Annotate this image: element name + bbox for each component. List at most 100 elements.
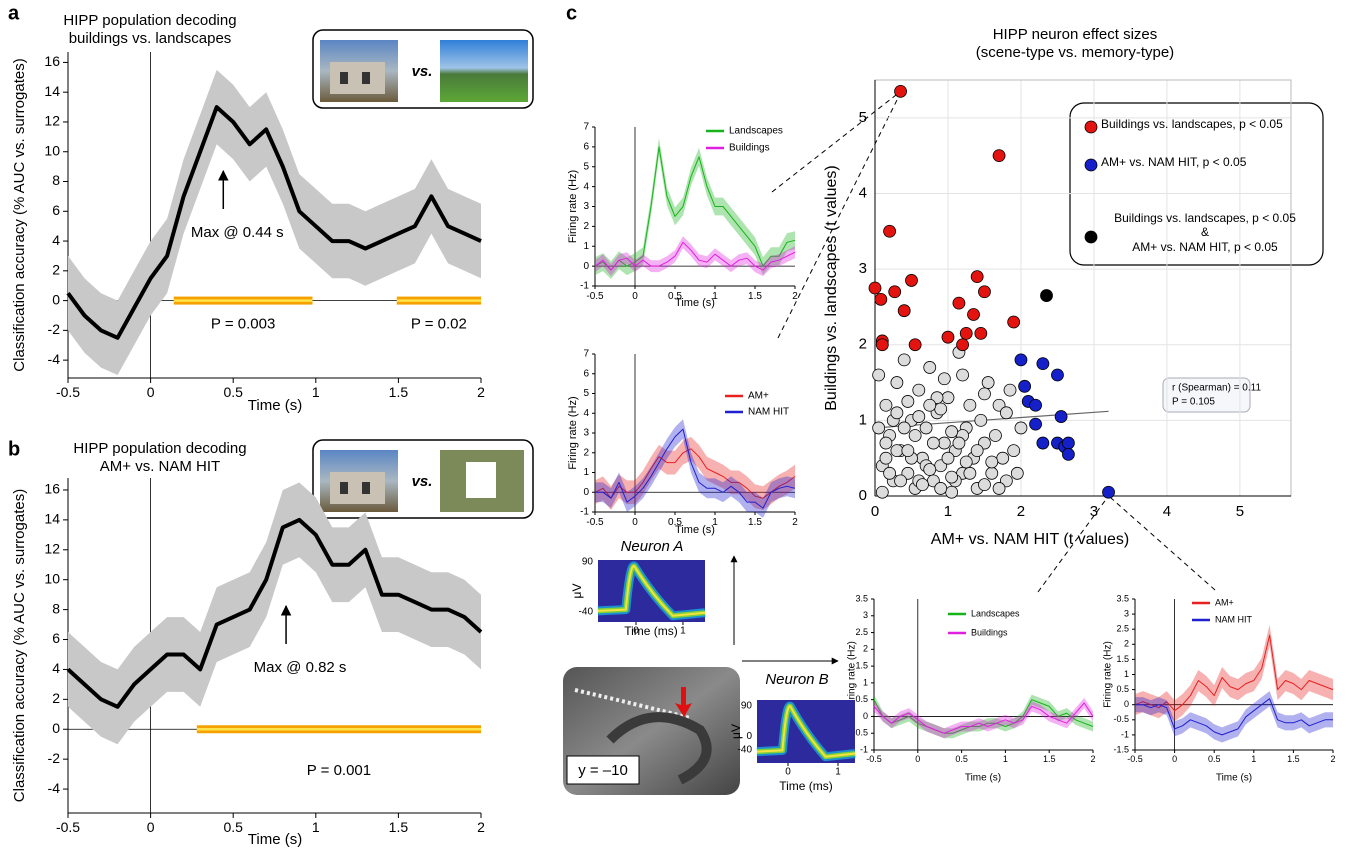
x-tick-label: 2 — [477, 384, 485, 400]
x-tick-label: 4 — [1163, 503, 1171, 520]
y-tick-label: 1 — [583, 467, 589, 478]
y-tick-label: 12 — [44, 113, 60, 129]
y-tick-label: 7 — [583, 122, 589, 133]
y-tick-label: 3 — [583, 428, 589, 439]
x-axis-label: Time (s) — [675, 297, 715, 309]
data-point — [1014, 421, 1028, 435]
y-axis-label: Firing rate (Hz) — [567, 170, 579, 243]
x-tick-label: 2 — [477, 819, 485, 835]
data-point — [952, 436, 966, 450]
data-point — [872, 368, 886, 382]
error-band — [68, 69, 481, 376]
y-tick-label: 12 — [44, 540, 60, 556]
data-point — [901, 444, 915, 458]
error-band — [1135, 691, 1333, 743]
data-point — [875, 485, 889, 499]
stats-box — [1162, 377, 1251, 413]
x-tick-label: 2 — [1330, 754, 1335, 764]
data-point — [894, 474, 907, 488]
series-line — [594, 146, 796, 271]
legend-marker — [1084, 230, 1098, 244]
data-point — [941, 451, 955, 465]
x-tick-label: 0 — [632, 291, 638, 302]
data-point — [989, 429, 1002, 442]
y-tick-label: 10 — [44, 570, 60, 586]
data-point — [934, 482, 948, 495]
data-point — [890, 406, 904, 420]
data-point — [959, 326, 973, 340]
y-tick-label: 2 — [859, 336, 867, 353]
y-tick-label: 3.5 — [855, 593, 868, 603]
y-tick-label: 5 — [859, 109, 867, 126]
data-point — [1054, 410, 1068, 423]
mri-label: y = –10 — [578, 762, 628, 779]
legend-label: NAM HIT — [748, 407, 789, 418]
x-tick-label: 1.5 — [1287, 754, 1300, 764]
y-tick-label: 4 — [859, 184, 867, 201]
x-tick-label: -0.5 — [866, 754, 882, 764]
x-tick-label: -0.5 — [56, 384, 80, 400]
data-point — [868, 281, 882, 295]
series-line — [66, 517, 483, 709]
data-point — [985, 455, 999, 469]
y-tick-label: 3 — [1124, 608, 1129, 618]
error-band — [595, 436, 795, 510]
x-tick-label: 1.5 — [389, 819, 409, 835]
data-point — [937, 372, 951, 386]
panel-label: a — [8, 2, 20, 24]
y-axis-label: Classification accuracy (% AUC vs. surro… — [11, 58, 28, 371]
y-tick-label: 4 — [583, 181, 589, 192]
data-point — [879, 436, 893, 450]
x-tick-label: 0 — [1172, 754, 1177, 764]
chart-title: HIPP neuron effect sizes (scene-type vs.… — [975, 26, 1175, 61]
y-tick-label: 14 — [44, 83, 60, 99]
x-tick-label: 0 — [785, 767, 791, 778]
y-tick-label: 6 — [52, 202, 60, 218]
x-tick-label: 0 — [147, 819, 155, 835]
series-line — [1134, 634, 1334, 712]
data-point — [999, 406, 1013, 420]
y-tick-label: 0.5 — [855, 694, 868, 704]
y-tick-label: 4 — [52, 232, 60, 248]
waveform-trace — [756, 705, 856, 758]
y-tick-label: 4 — [52, 660, 60, 676]
data-point — [996, 451, 1010, 465]
y-tick-label: 1.5 — [855, 660, 868, 670]
data-point — [923, 463, 937, 476]
data-point — [974, 326, 988, 340]
data-point — [978, 478, 991, 492]
y-tick-label: 2 — [1124, 639, 1129, 649]
data-point — [945, 485, 959, 499]
data-point — [952, 296, 966, 310]
y-tick-label: -4 — [48, 780, 61, 796]
max-label: Max @ 0.44 s — [191, 224, 284, 241]
data-point — [1040, 289, 1053, 302]
data-point — [970, 444, 984, 458]
data-point — [974, 413, 988, 427]
x-tick-label: 0 — [632, 517, 638, 528]
panel-label: c — [566, 2, 577, 24]
y-tick-label: -1 — [1121, 729, 1129, 739]
data-point — [883, 466, 896, 480]
data-point — [1003, 383, 1017, 397]
x-tick-label: 1 — [312, 819, 320, 835]
y-tick-label: -40 — [579, 607, 594, 618]
y-axis-label: Buildings vs. landscapes (t values) — [823, 165, 840, 410]
error-band — [595, 419, 795, 518]
y-tick-label: -2 — [48, 750, 61, 766]
data-point — [1010, 466, 1024, 480]
x-tick-label: 0.5 — [1208, 754, 1221, 764]
waveform-trace — [597, 565, 706, 617]
y-tick-label: 6 — [583, 368, 589, 379]
data-point — [981, 376, 995, 389]
x-axis-label: Time (s) — [248, 831, 302, 848]
data-point — [945, 425, 959, 439]
data-point — [872, 421, 886, 435]
legend-label: Buildings — [971, 627, 1008, 637]
y-tick-label: 0 — [859, 487, 867, 504]
data-point — [897, 304, 911, 318]
y-tick-label: 2 — [52, 262, 60, 278]
data-point — [1014, 353, 1028, 367]
data-point — [908, 338, 922, 352]
error-band — [874, 698, 1093, 739]
